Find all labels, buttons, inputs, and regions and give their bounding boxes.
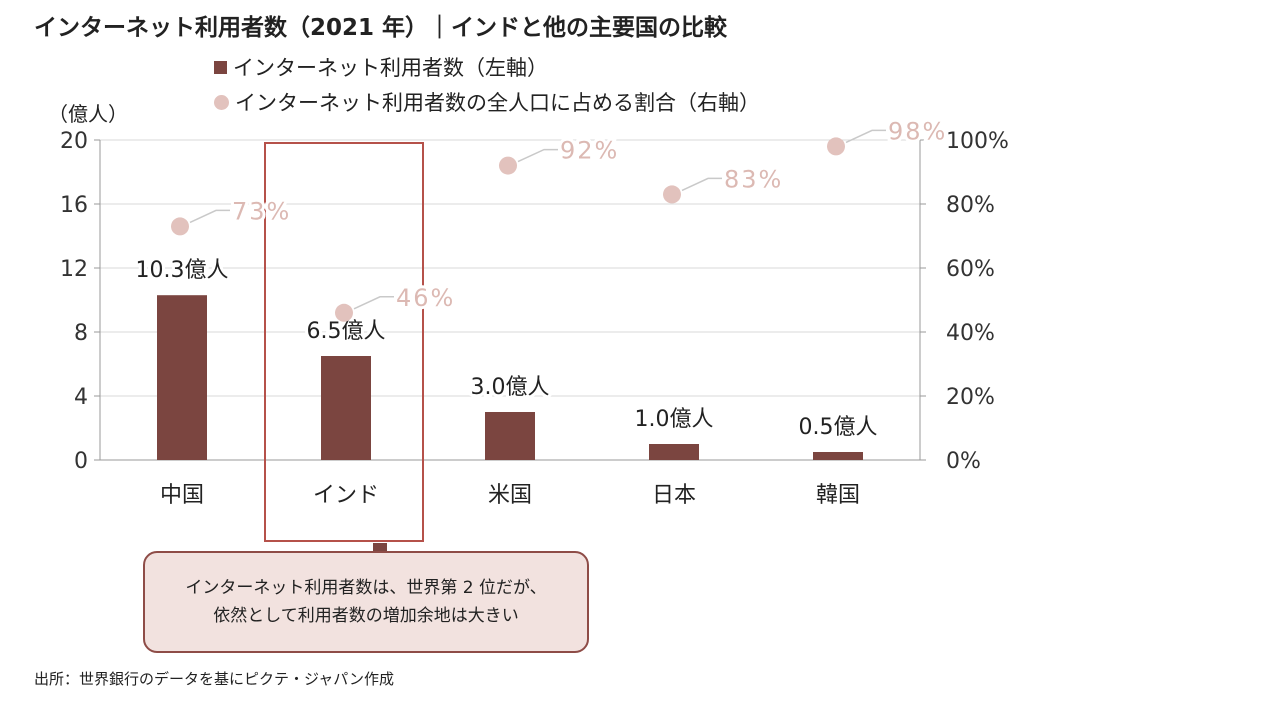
- legend-bar-swatch: [214, 60, 227, 74]
- highlight-box: [264, 142, 424, 542]
- bar: [321, 356, 371, 460]
- bar: [485, 412, 535, 460]
- callout-line-2: 依然として利用者数の増加余地は大きい: [213, 606, 519, 626]
- x-category-label: 中国: [160, 483, 204, 508]
- right-tick-label: 20%: [946, 385, 995, 410]
- x-category-label: 日本: [652, 483, 696, 508]
- left-tick-label: 8: [74, 321, 88, 346]
- callout-box: インターネット利用者数は、世界第 2 位だが、 依然として利用者数の増加余地は大…: [143, 551, 589, 653]
- share-dot: [335, 303, 353, 322]
- bar-value-label: 10.3億人: [136, 258, 229, 283]
- share-value-label: 92%: [560, 137, 619, 165]
- legend-item-share: インターネット利用者数の全人口に占める割合（右軸）: [214, 87, 760, 117]
- share-dot: [499, 156, 517, 175]
- right-tick-label: 0%: [946, 449, 981, 474]
- callout-arrow-stem: [373, 543, 387, 552]
- share-value-label: 83%: [724, 165, 783, 193]
- x-category-label: 米国: [488, 483, 532, 508]
- right-tick-label: 100%: [946, 129, 1009, 154]
- source-note: 出所：世界銀行のデータを基にピクテ・ジャパン作成: [34, 670, 395, 688]
- bar-value-label: 6.5億人: [307, 319, 386, 344]
- right-tick-label: 60%: [946, 257, 995, 282]
- left-tick-label: 4: [74, 385, 88, 410]
- left-tick-label: 16: [60, 193, 88, 218]
- chart-title: インターネット利用者数（2021 年）｜インドと他の主要国の比較: [34, 15, 728, 41]
- legend-users-label: インターネット利用者数（左軸）: [233, 56, 548, 80]
- bar: [813, 452, 863, 460]
- legend-share-label: インターネット利用者数の全人口に占める割合（右軸）: [235, 91, 760, 115]
- bar-value-label: 1.0億人: [635, 407, 714, 432]
- left-tick-label: 12: [60, 257, 88, 282]
- dot-leader-line: [189, 209, 230, 224]
- bar: [157, 295, 207, 460]
- legend-dot-swatch: [214, 94, 229, 110]
- share-value-label: 98%: [888, 117, 947, 145]
- callout-line-1: インターネット利用者数は、世界第 2 位だが、: [185, 578, 547, 598]
- dot-leader-line: [681, 177, 722, 192]
- right-tick-label: 80%: [946, 193, 995, 218]
- right-tick-label: 40%: [946, 321, 995, 346]
- dot-leader-line: [353, 296, 394, 310]
- bar-value-label: 0.5億人: [799, 415, 878, 440]
- left-tick-label: 20: [60, 129, 88, 154]
- share-value-label: 46%: [396, 284, 455, 312]
- share-value-label: 73%: [232, 197, 291, 225]
- left-tick-label: 0: [74, 449, 88, 474]
- legend-item-users: インターネット利用者数（左軸）: [214, 52, 548, 82]
- bar-value-label: 3.0億人: [471, 375, 550, 400]
- left-axis-unit: （億人）: [48, 102, 128, 126]
- dot-leader-line: [517, 148, 558, 163]
- bar: [649, 444, 699, 460]
- dot-leader-line: [845, 129, 886, 144]
- share-dot: [663, 185, 681, 204]
- share-dot: [171, 217, 189, 236]
- x-category-label: インド: [313, 483, 379, 508]
- x-category-label: 韓国: [816, 483, 860, 508]
- share-dot: [827, 137, 845, 156]
